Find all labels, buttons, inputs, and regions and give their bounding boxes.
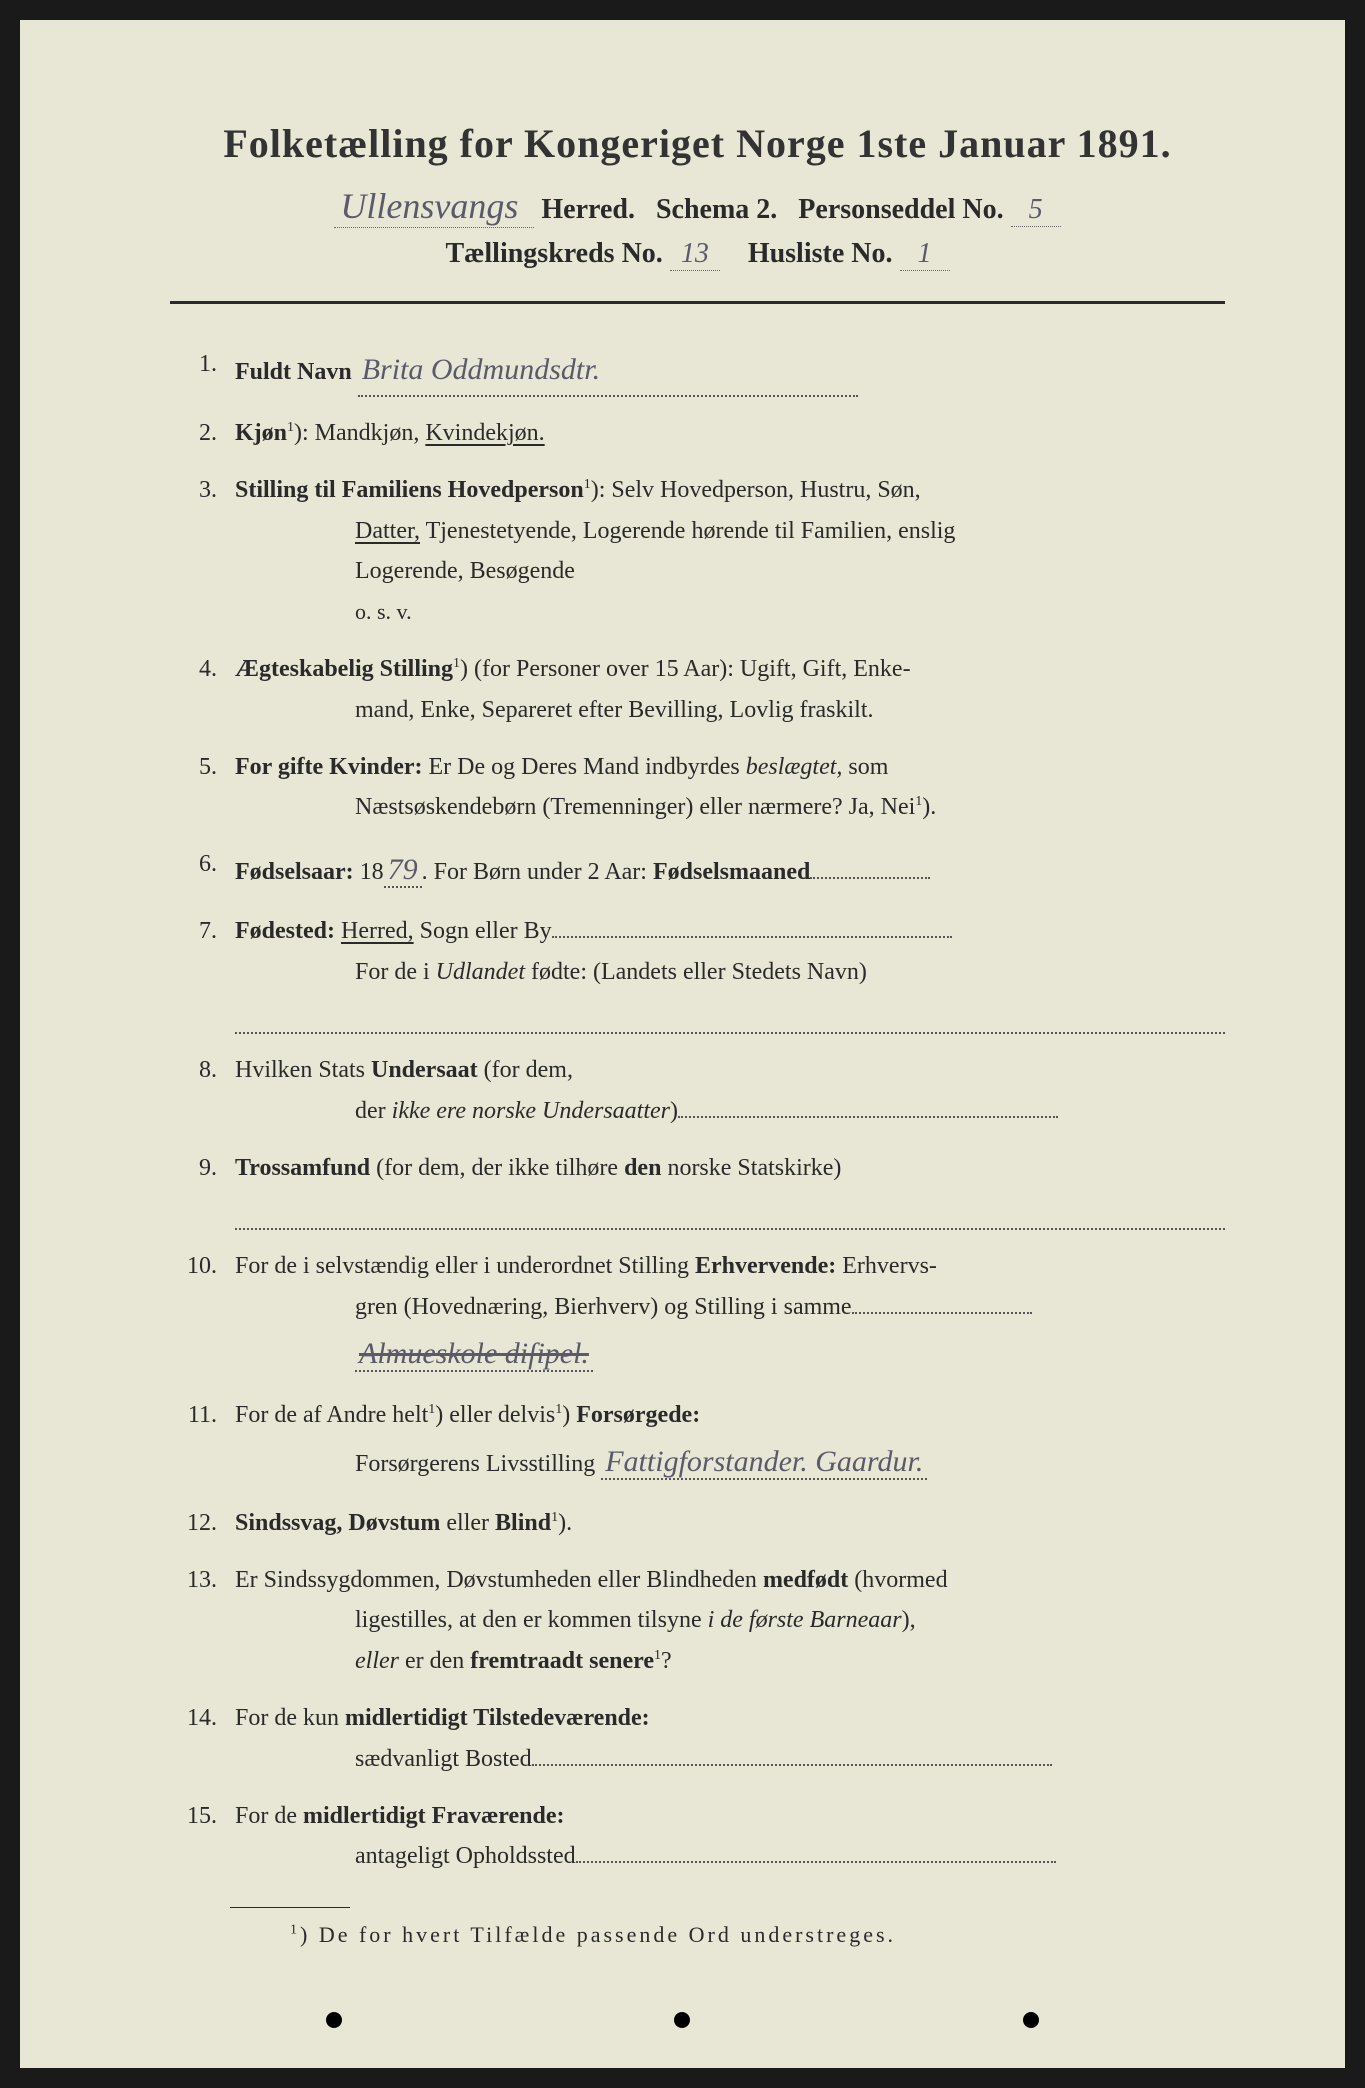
item-7-label: Fødested: — [235, 918, 335, 944]
header-line-2: Tællingskreds No. 13 Husliste No. 1 — [170, 238, 1225, 271]
footnote: 1) De for hvert Tilfælde passende Ord un… — [170, 1922, 1225, 1948]
page-title: Folketælling for Kongeriget Norge 1ste J… — [170, 120, 1225, 167]
item-4: 4. Ægteskabelig Stilling1) (for Personer… — [180, 649, 1225, 731]
census-form-page: Folketælling for Kongeriget Norge 1ste J… — [20, 20, 1345, 2068]
item-8: 8. Hvilken Stats Undersaat (for dem, der… — [180, 1050, 1225, 1132]
item-13: 13. Er Sindssygdommen, Døvstumheden elle… — [180, 1560, 1225, 1682]
item-1: 1. Fuldt Navn Brita Oddmundsdtr. — [180, 344, 1225, 397]
item-15: 15. For de midlertidigt Fraværende: anta… — [180, 1796, 1225, 1878]
item-12-label: Sindssvag, Døvstum — [235, 1510, 440, 1536]
kreds-no: 13 — [670, 238, 720, 271]
item-7-selected: Herred, — [341, 918, 414, 944]
item-9-label: Trossamfund — [235, 1155, 370, 1181]
form-items: 1. Fuldt Navn Brita Oddmundsdtr. 2. Kjøn… — [170, 344, 1225, 1877]
item-3-label: Stilling til Familiens Hovedperson — [235, 477, 584, 503]
item-4-label: Ægteskabelig Stilling — [235, 656, 453, 682]
item-2-selected: Kvindekjøn. — [425, 420, 544, 446]
item-9: 9. Trossamfund (for dem, der ikke tilhør… — [180, 1148, 1225, 1230]
item-7: 7. Fødested: Herred, Sogn eller By For d… — [180, 911, 1225, 1034]
item-3: 3. Stilling til Familiens Hovedperson1):… — [180, 470, 1225, 633]
binding-pins — [20, 2012, 1345, 2028]
husliste-label: Husliste No. — [748, 238, 893, 269]
item-1-value: Brita Oddmundsdtr. — [358, 344, 858, 397]
item-10-value: Almueskole diſipel. — [355, 1337, 593, 1372]
husliste-no: 1 — [900, 238, 950, 271]
pin-icon — [1023, 2012, 1039, 2028]
item-2: 2. Kjøn1): Mandkjøn, Kvindekjøn. — [180, 413, 1225, 454]
kreds-label: Tællingskreds No. — [445, 238, 662, 269]
header-line-1: Ullensvangs Herred. Schema 2. Personsedd… — [170, 185, 1225, 228]
item-6-label-b: Fødselsmaaned — [653, 859, 810, 885]
item-12: 12. Sindssvag, Døvstum eller Blind1). — [180, 1503, 1225, 1544]
item-10: 10. For de i selvstændig eller i underor… — [180, 1246, 1225, 1379]
item-5: 5. For gifte Kvinder: Er De og Deres Man… — [180, 747, 1225, 829]
item-1-label: Fuldt Navn — [235, 359, 352, 385]
item-2-label: Kjøn — [235, 420, 287, 446]
item-6: 6. Fødselsaar: 1879. For Børn under 2 Aa… — [180, 844, 1225, 895]
item-11-value: Fattigforstander. Gaardur. — [601, 1445, 927, 1480]
schema-label: Schema 2. — [656, 194, 777, 225]
item-14: 14. For de kun midlertidigt Tilstedevære… — [180, 1698, 1225, 1780]
person-label: Personseddel No. — [798, 194, 1003, 225]
herred-handwritten: Ullensvangs — [334, 185, 534, 228]
divider-top — [170, 301, 1225, 304]
item-6-label-a: Fødselsaar: — [235, 859, 354, 885]
person-no: 5 — [1011, 194, 1061, 227]
item-11: 11. For de af Andre helt1) eller delvis1… — [180, 1395, 1225, 1487]
pin-icon — [326, 2012, 342, 2028]
item-3-selected: Datter, — [355, 518, 420, 544]
divider-footnote — [230, 1907, 350, 1908]
item-5-label: For gifte Kvinder: — [235, 754, 423, 780]
item-6-year: 79 — [384, 853, 422, 888]
pin-icon — [674, 2012, 690, 2028]
herred-label: Herred. — [541, 194, 635, 225]
